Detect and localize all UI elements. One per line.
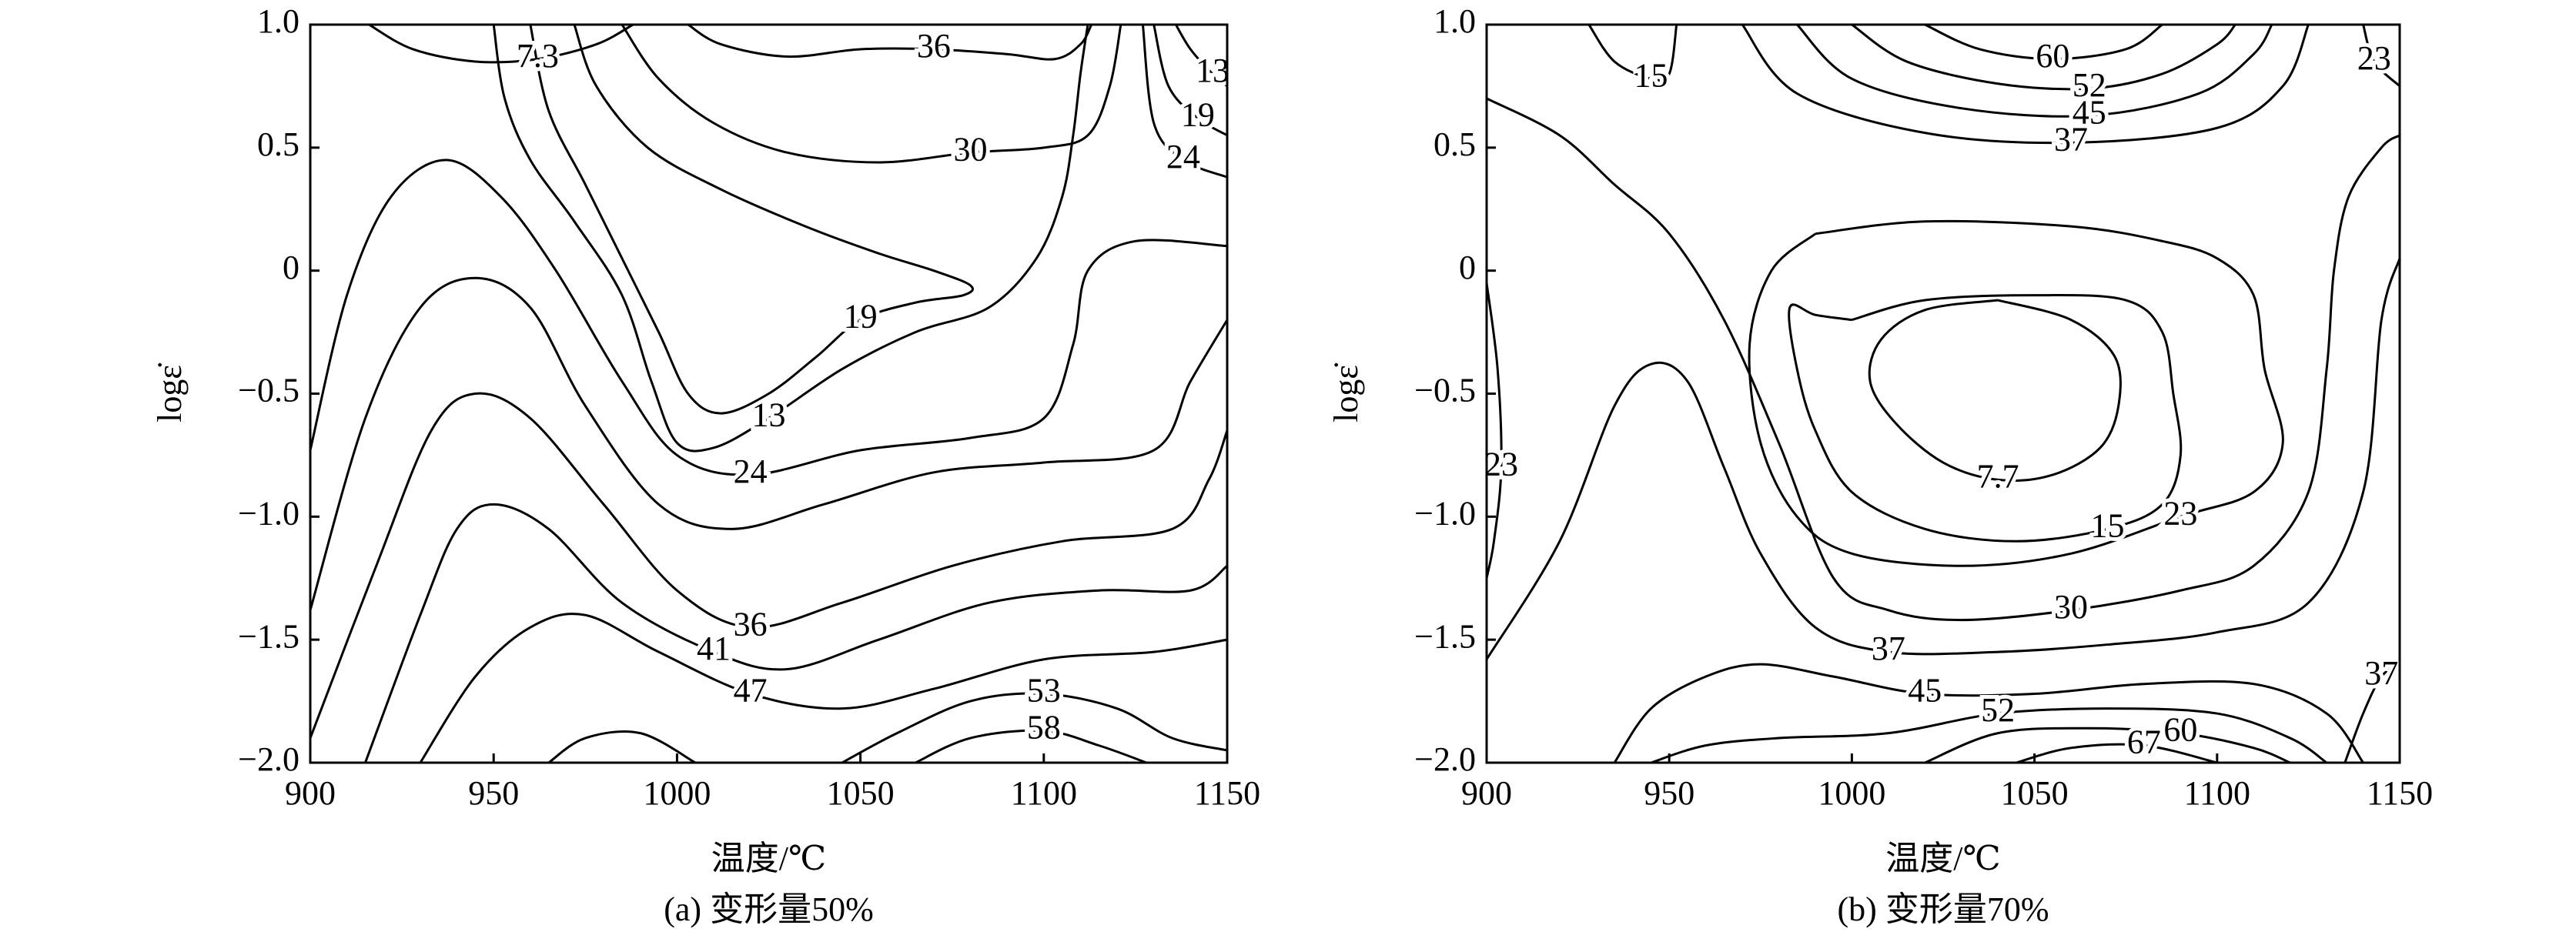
y-axis-label: logε̇ xyxy=(151,362,189,423)
contour-line xyxy=(364,503,1227,763)
y-tick-label: 1.0 xyxy=(1434,2,1476,40)
y-tick-label: −1.5 xyxy=(1414,617,1476,655)
y-tick-label: 0 xyxy=(283,249,299,286)
contour-line xyxy=(1613,663,2364,763)
contour-label: 37 xyxy=(2364,654,2398,692)
contour-label: 23 xyxy=(2357,39,2391,77)
contour-line xyxy=(1741,25,2310,145)
contour-line xyxy=(492,25,1089,453)
contour-line xyxy=(1788,294,2183,543)
contour-label: 60 xyxy=(2163,711,2197,749)
contour-line xyxy=(841,692,1227,763)
contour-label: 37 xyxy=(2054,121,2088,159)
contour-line xyxy=(1153,25,1227,137)
contour-line xyxy=(621,25,1122,164)
contour-label: 36 xyxy=(917,27,951,65)
contour-line xyxy=(1487,282,1503,579)
contour-label: 41 xyxy=(697,630,731,667)
y-tick-label: −0.5 xyxy=(1414,372,1476,409)
contour-label: 45 xyxy=(2073,93,2106,131)
contour-label: 47 xyxy=(734,672,768,710)
y-tick-label: −2.0 xyxy=(1414,740,1476,778)
contour-label: 67 xyxy=(2127,723,2161,761)
x-tick-label: 1100 xyxy=(1011,774,1077,812)
contour-label: 7.7 xyxy=(1977,457,2019,495)
contour-label: 24 xyxy=(1166,138,1200,175)
contour-line xyxy=(1748,219,2284,567)
contour-line xyxy=(547,730,696,763)
contour-label: 30 xyxy=(954,130,988,168)
y-tick-label: −0.5 xyxy=(238,372,299,409)
contour-line xyxy=(915,729,1147,763)
x-tick-label: 1000 xyxy=(1818,774,1885,812)
contour-line xyxy=(687,25,1093,61)
x-tick-label: 950 xyxy=(1644,774,1694,812)
contour-label: 19 xyxy=(1181,96,1215,134)
contour-line xyxy=(310,392,1227,739)
contour-line xyxy=(1587,25,1678,82)
contour-label: 19 xyxy=(844,298,878,336)
contour-label: 58 xyxy=(1027,709,1061,747)
contour-line xyxy=(1924,727,2291,763)
caption: (b) 变形量70% xyxy=(1838,890,2049,928)
y-tick-label: 0.5 xyxy=(257,125,299,163)
contour-label: 15 xyxy=(1634,56,1668,94)
contour-line xyxy=(1651,707,2327,763)
x-tick-label: 1050 xyxy=(2001,774,2069,812)
y-tick-label: −1.0 xyxy=(238,494,299,532)
contour-label: 52 xyxy=(2073,66,2106,104)
y-tick-label: −1.0 xyxy=(1414,494,1476,532)
contour-line xyxy=(2362,25,2400,88)
contour-line xyxy=(2016,743,2218,763)
contour-label: 7.3 xyxy=(517,37,559,75)
y-axis-label: logε̇ xyxy=(1327,362,1365,423)
contour-line xyxy=(529,25,974,415)
contour-label: 13 xyxy=(752,396,786,434)
contour-label: 24 xyxy=(734,453,768,490)
contour-line xyxy=(419,613,1227,763)
contour-label: 45 xyxy=(1908,672,1942,710)
x-tick-label: 1150 xyxy=(1194,774,1260,812)
contour-line xyxy=(1487,97,2400,622)
y-tick-label: 1.0 xyxy=(257,2,299,40)
x-tick-label: 1150 xyxy=(2367,774,2433,812)
contour-line xyxy=(1851,25,2236,91)
y-tick-label: 0 xyxy=(1459,249,1476,286)
x-tick-label: 1100 xyxy=(2184,774,2250,812)
x-tick-label: 1050 xyxy=(827,774,895,812)
contour-label: 36 xyxy=(734,605,768,643)
x-axis-label: 温度/℃ xyxy=(1885,840,2000,877)
contour-label: 15 xyxy=(2090,506,2124,544)
contour-label: 52 xyxy=(1981,691,2015,729)
contour-line xyxy=(1487,258,2400,660)
contour-label: 30 xyxy=(2054,588,2088,626)
contour-line xyxy=(310,159,1227,476)
contour-line xyxy=(1141,25,1227,179)
contour-line xyxy=(368,25,634,64)
y-tick-label: 0.5 xyxy=(1434,125,1476,163)
y-tick-label: −2.0 xyxy=(238,740,299,778)
contour-line xyxy=(1924,25,2163,61)
x-tick-label: 900 xyxy=(1461,774,1512,812)
contour-lines xyxy=(310,25,1227,763)
x-axis-label: 温度/℃ xyxy=(711,840,826,877)
contour-label: 37 xyxy=(1872,630,1905,667)
contour-label: 23 xyxy=(1484,445,1518,483)
contour-line xyxy=(310,276,1227,611)
x-tick-label: 1000 xyxy=(643,774,711,812)
contour-line xyxy=(1796,25,2273,118)
contour-label: 13 xyxy=(1196,52,1229,89)
contour-lines xyxy=(1487,25,2400,763)
contour-label: 60 xyxy=(2036,37,2069,75)
contour-line xyxy=(1868,299,2122,482)
contour-label: 53 xyxy=(1027,672,1061,710)
x-tick-label: 950 xyxy=(468,774,519,812)
contour-line xyxy=(1175,25,1227,88)
y-tick-label: −1.5 xyxy=(238,617,299,655)
contour-label: 23 xyxy=(2163,494,2197,532)
caption: (a) 变形量50% xyxy=(664,890,874,928)
x-tick-label: 900 xyxy=(285,774,336,812)
